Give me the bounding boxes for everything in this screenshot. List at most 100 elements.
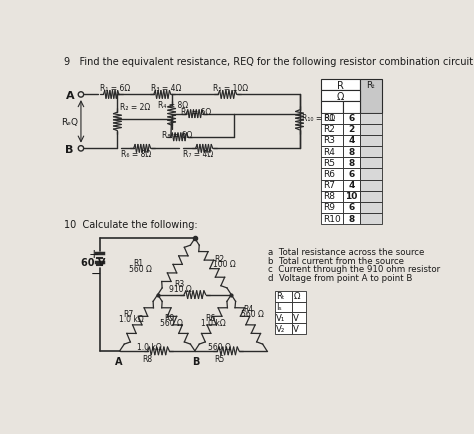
Text: 8: 8 bbox=[348, 159, 355, 168]
Text: +: + bbox=[89, 248, 100, 261]
Text: R8: R8 bbox=[142, 355, 152, 364]
Bar bbox=[343, 146, 360, 157]
Text: B: B bbox=[65, 145, 74, 155]
Text: Ω: Ω bbox=[293, 293, 300, 301]
Text: b  Total current from the source: b Total current from the source bbox=[268, 257, 404, 266]
Bar bbox=[275, 291, 292, 302]
Text: R5: R5 bbox=[323, 159, 335, 168]
Text: 1.0 kΩ: 1.0 kΩ bbox=[201, 319, 226, 328]
Bar bbox=[360, 124, 382, 135]
Text: R2: R2 bbox=[323, 125, 335, 134]
Text: 6: 6 bbox=[348, 114, 355, 123]
Bar bbox=[343, 191, 360, 202]
Bar bbox=[321, 191, 343, 202]
Bar bbox=[292, 291, 306, 302]
Text: RₑQ: RₑQ bbox=[62, 118, 79, 127]
Text: 10: 10 bbox=[345, 192, 357, 201]
Text: Ω: Ω bbox=[337, 92, 344, 102]
Text: R4: R4 bbox=[323, 148, 335, 157]
Text: R₄ = 8Ω: R₄ = 8Ω bbox=[158, 101, 188, 110]
Bar bbox=[343, 124, 360, 135]
Bar bbox=[343, 102, 360, 112]
Bar bbox=[343, 213, 360, 224]
Text: 60 V: 60 V bbox=[81, 258, 105, 268]
Text: R₉ = 6Ω: R₉ = 6Ω bbox=[181, 108, 211, 117]
Bar bbox=[321, 202, 343, 213]
Text: 2: 2 bbox=[348, 125, 355, 134]
Bar bbox=[321, 102, 343, 112]
Text: V₁: V₁ bbox=[276, 314, 286, 323]
Text: R6: R6 bbox=[205, 314, 215, 323]
Text: R3: R3 bbox=[323, 136, 335, 145]
Text: V₂: V₂ bbox=[276, 325, 286, 334]
Bar bbox=[343, 112, 360, 124]
Text: 4: 4 bbox=[348, 136, 355, 145]
Text: R₇ = 4Ω: R₇ = 4Ω bbox=[183, 150, 213, 159]
Bar bbox=[275, 302, 292, 312]
Text: a  Total resistance across the source: a Total resistance across the source bbox=[268, 248, 425, 257]
Text: 9   Find the equivalent resistance, REQ for the following resistor combination c: 9 Find the equivalent resistance, REQ fo… bbox=[64, 57, 474, 67]
Text: Iₛ: Iₛ bbox=[276, 303, 282, 312]
Text: R1: R1 bbox=[323, 114, 335, 123]
Text: Rₜ: Rₜ bbox=[276, 293, 285, 301]
Text: R₁₀ = 8Ω: R₁₀ = 8Ω bbox=[302, 114, 335, 123]
Text: R₈ = 6Ω: R₈ = 6Ω bbox=[162, 131, 193, 140]
Text: 560 Ω: 560 Ω bbox=[129, 265, 152, 273]
Text: R₁ = 6Ω: R₁ = 6Ω bbox=[100, 85, 130, 93]
Text: R8: R8 bbox=[323, 192, 335, 201]
Bar bbox=[360, 157, 382, 168]
Bar bbox=[360, 202, 382, 213]
Bar bbox=[321, 180, 343, 191]
Text: R₅ = 10Ω: R₅ = 10Ω bbox=[213, 85, 248, 93]
Text: R3: R3 bbox=[174, 280, 184, 289]
Text: 8: 8 bbox=[348, 214, 355, 224]
Text: Rₜ: Rₜ bbox=[366, 81, 375, 89]
Bar bbox=[360, 146, 382, 157]
Text: R7: R7 bbox=[323, 181, 335, 190]
Bar bbox=[321, 79, 360, 90]
Bar bbox=[360, 112, 382, 124]
Bar bbox=[321, 146, 343, 157]
Text: B: B bbox=[192, 357, 199, 367]
Text: 560 Ω: 560 Ω bbox=[160, 319, 183, 328]
Text: c  Current through the 910 ohm resistor: c Current through the 910 ohm resistor bbox=[268, 265, 441, 274]
Bar bbox=[321, 168, 343, 180]
Bar bbox=[343, 168, 360, 180]
Text: V: V bbox=[293, 314, 299, 323]
Text: R1: R1 bbox=[133, 259, 143, 268]
Bar bbox=[275, 323, 292, 334]
Text: R7: R7 bbox=[123, 310, 133, 319]
Text: R9: R9 bbox=[323, 204, 335, 212]
Bar bbox=[321, 213, 343, 224]
Text: R2: R2 bbox=[214, 255, 224, 263]
Text: 8: 8 bbox=[348, 148, 355, 157]
Bar bbox=[292, 302, 306, 312]
Text: R10: R10 bbox=[323, 214, 340, 224]
Text: 10  Calculate the following:: 10 Calculate the following: bbox=[64, 220, 198, 230]
Bar bbox=[360, 180, 382, 191]
Text: R: R bbox=[337, 81, 344, 91]
Text: 1.0 kΩ: 1.0 kΩ bbox=[137, 343, 162, 352]
Bar bbox=[360, 79, 382, 112]
Text: R₂ = 2Ω: R₂ = 2Ω bbox=[120, 103, 150, 112]
Text: 6: 6 bbox=[348, 204, 355, 212]
Bar bbox=[343, 180, 360, 191]
Text: R₆ = 8Ω: R₆ = 8Ω bbox=[121, 150, 152, 159]
Text: 4: 4 bbox=[348, 181, 355, 190]
Text: R5: R5 bbox=[214, 355, 225, 364]
Bar bbox=[321, 90, 360, 102]
Text: 560 Ω: 560 Ω bbox=[241, 310, 264, 319]
Bar bbox=[360, 168, 382, 180]
Bar bbox=[321, 157, 343, 168]
Text: 1.0 kΩ: 1.0 kΩ bbox=[119, 316, 144, 325]
Text: −: − bbox=[90, 268, 101, 281]
Bar bbox=[360, 135, 382, 146]
Bar bbox=[360, 213, 382, 224]
Text: R4: R4 bbox=[244, 305, 254, 314]
Bar bbox=[321, 135, 343, 146]
Text: 910 Ω: 910 Ω bbox=[169, 286, 192, 294]
Text: R₃ = 4Ω: R₃ = 4Ω bbox=[151, 85, 181, 93]
Bar bbox=[360, 191, 382, 202]
Text: V: V bbox=[293, 325, 299, 334]
Bar bbox=[321, 112, 343, 124]
